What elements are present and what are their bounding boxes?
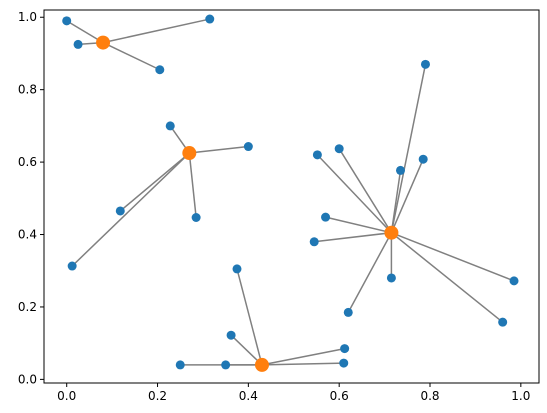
link-line — [188, 152, 197, 218]
data-point — [420, 59, 430, 69]
link-line — [71, 152, 190, 267]
link-line — [325, 216, 392, 234]
data-points — [62, 14, 519, 370]
x-tick-label: 0.6 — [330, 389, 349, 403]
x-tick-label: 0.0 — [57, 389, 76, 403]
y-axis: 0.0 0.2 0.4 0.6 0.8 1.0 — [18, 10, 44, 386]
link-line — [316, 154, 392, 234]
y-tick-label: 0.8 — [18, 83, 37, 97]
data-point — [221, 360, 231, 370]
center-point — [384, 225, 399, 240]
data-point — [509, 276, 519, 286]
y-tick-label: 0.0 — [18, 372, 37, 386]
data-point — [309, 237, 319, 247]
center-point — [254, 357, 269, 372]
data-point — [226, 330, 236, 340]
y-tick-label: 0.2 — [18, 300, 37, 314]
data-point — [243, 142, 253, 152]
data-point — [115, 206, 125, 216]
data-point — [205, 14, 215, 24]
data-point — [312, 150, 322, 160]
data-point — [62, 16, 72, 26]
x-tick-label: 1.0 — [511, 389, 530, 403]
link-line — [102, 41, 161, 71]
data-point — [339, 358, 349, 368]
data-point — [498, 317, 508, 327]
data-point — [73, 39, 83, 49]
link-line — [119, 152, 190, 212]
link-line — [391, 232, 515, 282]
center-point — [96, 35, 111, 50]
link-line — [314, 231, 392, 243]
link-line — [390, 158, 424, 234]
data-point — [165, 121, 175, 131]
link-line — [102, 18, 210, 44]
x-tick-label: 0.8 — [420, 389, 439, 403]
x-axis: 0.0 0.2 0.4 0.6 0.8 1.0 — [57, 383, 530, 403]
data-point — [155, 65, 165, 75]
data-point — [175, 360, 185, 370]
link-line — [189, 145, 249, 154]
x-tick-label: 0.4 — [239, 389, 258, 403]
plot-frame — [43, 9, 540, 384]
link-line — [390, 64, 427, 233]
link-line — [338, 148, 393, 234]
y-tick-label: 0.4 — [18, 228, 37, 242]
data-point — [395, 165, 405, 175]
cluster-centers — [96, 35, 399, 372]
link-lines — [66, 18, 515, 366]
link-line — [390, 170, 402, 233]
data-point — [232, 264, 242, 274]
link-line — [261, 362, 344, 366]
data-point — [343, 307, 353, 317]
link-line — [236, 268, 263, 366]
link-line — [390, 232, 504, 323]
data-point — [340, 344, 350, 354]
y-tick-label: 1.0 — [18, 10, 37, 24]
data-point — [418, 154, 428, 164]
data-point — [334, 144, 344, 154]
y-tick-label: 0.6 — [18, 155, 37, 169]
center-point — [182, 146, 197, 161]
data-point — [321, 212, 331, 222]
link-line — [66, 20, 104, 44]
data-point — [67, 261, 77, 271]
data-point — [191, 213, 201, 223]
link-line — [261, 347, 345, 366]
link-line — [347, 232, 393, 313]
link-line — [230, 334, 263, 366]
x-tick-label: 0.2 — [148, 389, 167, 403]
data-point — [386, 273, 396, 283]
